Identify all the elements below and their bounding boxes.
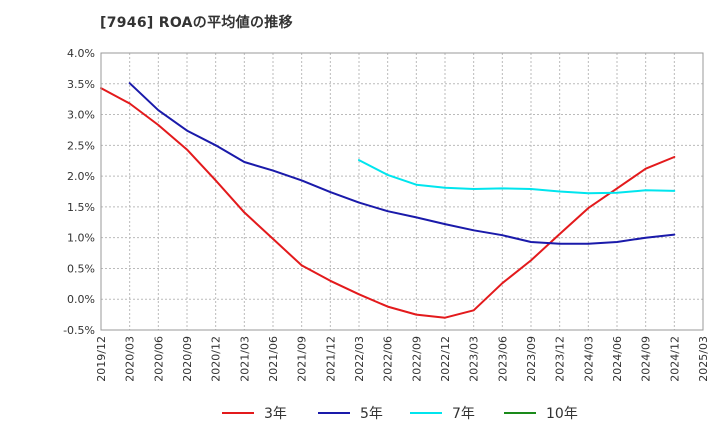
x-tick-label: 2019/12 (95, 336, 108, 382)
y-tick-label: 3.0% (67, 109, 95, 122)
legend: 3年 5年 7年 10年 (222, 406, 578, 422)
series-line-3年 (100, 87, 676, 319)
y-tick-label: 0.0% (67, 293, 95, 306)
x-tick-label: 2020/06 (152, 336, 165, 382)
x-tick-label: 2021/06 (267, 336, 280, 382)
x-tick-label: 2021/03 (238, 336, 251, 382)
x-tick-label: 2024/06 (611, 336, 624, 382)
chart-title: [7946] ROAの平均値の推移 (100, 15, 293, 31)
x-tick-label: 2022/03 (353, 336, 366, 382)
x-tick-label: 2022/12 (439, 336, 452, 382)
x-tick-label: 2024/03 (582, 336, 595, 382)
series-lines (100, 82, 676, 319)
legend-label: 5年 (360, 406, 383, 422)
x-tick-label: 2021/12 (324, 336, 337, 382)
x-tick-label: 2020/12 (210, 336, 223, 382)
y-tick-label: 1.0% (67, 232, 95, 245)
legend-label: 10年 (546, 406, 578, 422)
y-tick-label: 2.5% (67, 139, 95, 152)
y-tick-label: 0.5% (67, 262, 95, 275)
x-tick-label: 2023/12 (554, 336, 567, 382)
y-tick-label: 2.0% (67, 170, 95, 183)
series-line-7年 (358, 159, 676, 195)
y-tick-label: 1.5% (67, 201, 95, 214)
x-tick-label: 2022/09 (410, 336, 423, 382)
x-tick-label: 2024/12 (668, 336, 681, 382)
x-tick-label: 2023/09 (525, 336, 538, 382)
x-tick-label: 2023/03 (468, 336, 481, 382)
plot-frame (100, 52, 704, 331)
x-tick-label: 2020/09 (181, 336, 194, 382)
y-tick-label: 3.5% (67, 78, 95, 91)
x-tick-label: 2020/03 (124, 336, 137, 382)
legend-label: 7年 (452, 406, 475, 422)
legend-label: 3年 (264, 406, 287, 422)
y-tick-label: -0.5% (63, 324, 95, 337)
x-tick-label: 2024/09 (640, 336, 653, 382)
x-tick-label: 2021/09 (296, 336, 309, 382)
y-axis-ticks: 4.0% 3.5% 3.0% 2.5% 2.0% 1.5% 1.0% 0.5% 0.0% -0.5… (63, 47, 95, 337)
x-tick-label: 2022/06 (382, 336, 395, 382)
series-line-5年 (128, 82, 676, 245)
x-tick-label: 2023/06 (496, 336, 509, 382)
x-axis-ticks: 2019/12 2020/03 2020/06 2020/09 2020/12 2021/… (95, 336, 710, 382)
y-tick-label: 4.0% (67, 47, 95, 60)
x-tick-label: 2025/03 (697, 336, 710, 382)
